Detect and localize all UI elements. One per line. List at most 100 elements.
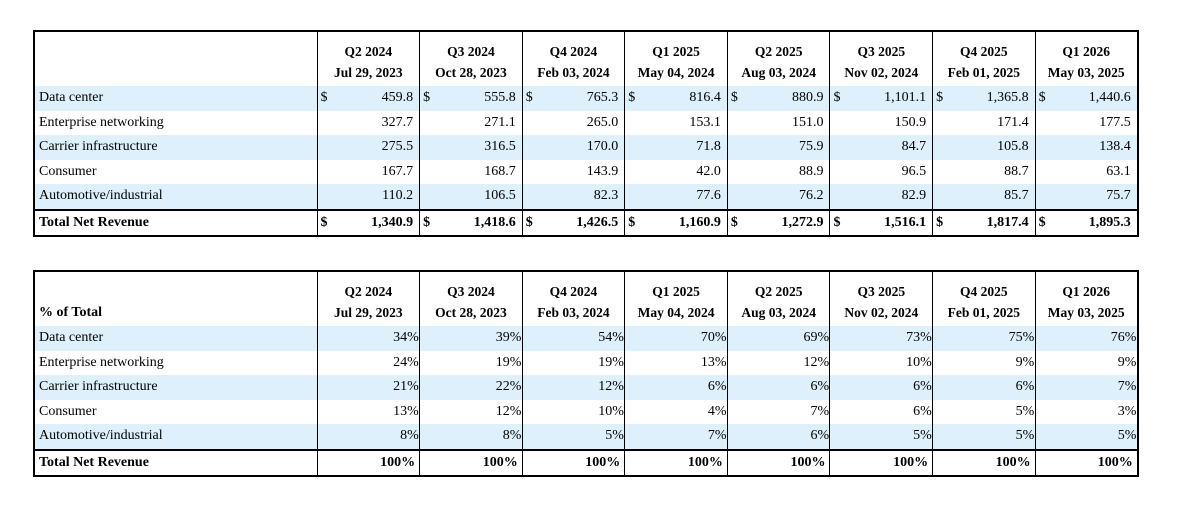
value: 150.9	[894, 114, 927, 130]
value-wrapper: $816.4	[626, 86, 727, 111]
percent-cell: 5%	[521, 424, 625, 450]
column-quarter: Q2 2024	[316, 31, 420, 60]
revenue-cell: 85.7	[932, 184, 1036, 210]
value-wrapper: 265.0	[523, 111, 624, 136]
value-wrapper: $1,418.6	[421, 211, 522, 235]
row-label: Enterprise networking	[39, 354, 164, 370]
revenue-cell: $1,365.8	[932, 86, 1036, 111]
column-quarter: Q2 2024	[316, 271, 420, 300]
total-row: Total Net Revenue $1,340.9 $1,418.6 $1,426.…	[34, 208, 1138, 236]
value: 110.2	[382, 188, 414, 204]
percent-cell: 6%	[829, 375, 933, 400]
value: 42.0	[696, 163, 721, 179]
percent-sign: %	[401, 454, 416, 470]
percent-value: 100	[585, 454, 607, 470]
revenue-cell: 138.4	[1034, 135, 1138, 160]
revenue-cell: 42.0	[624, 159, 728, 185]
revenue-cell: 96.5	[829, 159, 933, 184]
currency-symbol: $	[320, 90, 328, 106]
revenue-cell: 170.0	[521, 135, 625, 160]
value-wrapper: $1,440.6	[1036, 86, 1137, 111]
percent-sign: %	[714, 403, 727, 419]
percent-cell: 5%	[829, 424, 933, 450]
value: 1,101.1	[884, 90, 927, 106]
percent-sign: %	[817, 403, 830, 419]
value: 1,817.4	[986, 214, 1029, 230]
row-label: Total Net Revenue	[34, 208, 317, 236]
value-wrapper: 42.0	[626, 160, 727, 185]
value: 71.8	[696, 139, 721, 155]
percent-value: 9	[1015, 354, 1023, 370]
percent-cell: 7%	[624, 424, 728, 450]
total-percent-cell: 100%	[624, 448, 728, 476]
revenue-cell: 88.9	[726, 159, 830, 184]
percent-value: 7	[810, 403, 818, 419]
percent-value: 12	[495, 403, 510, 419]
table-row: Consumer 13% 12% 10% 4% 7% 6% 5% 3%	[34, 399, 1138, 424]
revenue-cell: $816.4	[624, 86, 728, 111]
column-date: Feb 01, 2025	[932, 300, 1036, 326]
value-wrapper: $880.9	[728, 86, 829, 111]
value-wrapper: $1,895.3	[1036, 211, 1137, 235]
value: 168.7	[484, 163, 516, 179]
percent-cell: 7%	[1034, 375, 1138, 400]
value-wrapper: 77.6	[626, 184, 727, 209]
column-quarter: Q3 2025	[829, 31, 933, 60]
column-quarter: Q2 2025	[726, 271, 830, 300]
revenue-cell: $880.9	[726, 86, 830, 111]
row-label: Automotive/industrial	[34, 424, 317, 450]
value-wrapper: $555.8	[421, 86, 522, 111]
percent-value: 24	[393, 354, 408, 370]
value-wrapper: 106.5	[421, 184, 522, 209]
value-wrapper: 168.7	[421, 160, 522, 185]
revenue-cell: 327.7	[316, 110, 420, 136]
percent-sign: %	[1016, 454, 1031, 470]
revenue-cell: $1,440.6	[1034, 86, 1138, 111]
percent-sign: %	[612, 354, 624, 370]
header-row-date: % of Total Jul 29, 2023 Oct 28, 2023 Feb 03…	[34, 300, 1138, 326]
value-wrapper: 327.7	[318, 111, 419, 136]
percent-cell: 12%	[726, 350, 830, 375]
revenue-cell: $555.8	[419, 86, 523, 111]
value: 880.9	[791, 90, 824, 106]
value-wrapper: 85.7	[934, 184, 1035, 209]
percent-value: 6	[810, 428, 818, 444]
currency-symbol: $	[423, 214, 431, 230]
value-wrapper: 82.9	[831, 184, 932, 209]
percent-value: 6	[810, 379, 818, 395]
value: 816.4	[689, 90, 721, 106]
revenue-cell: 106.5	[419, 184, 523, 210]
percent-cell: 6%	[726, 424, 830, 450]
percent-cell: 24%	[316, 350, 420, 375]
value: 1,365.8	[986, 90, 1029, 106]
value-wrapper: 177.5	[1036, 111, 1137, 136]
value-wrapper: $1,340.9	[318, 211, 419, 235]
percent-value: 8	[502, 428, 510, 444]
total-percent-cell: 100%	[1034, 448, 1138, 476]
total-percent-cell: 100%	[829, 448, 933, 476]
column-quarter: Q1 2026	[1034, 271, 1138, 300]
value-wrapper: $1,101.1	[831, 86, 932, 111]
value-wrapper: 271.1	[421, 111, 522, 136]
revenue-cell: 82.9	[829, 184, 933, 210]
percent-cell: 6%	[829, 399, 933, 424]
value: 1,160.9	[678, 214, 721, 230]
percent-value: 9	[1117, 354, 1125, 370]
value: 177.5	[1099, 114, 1131, 130]
revenue-cell: 316.5	[419, 135, 523, 160]
column-quarter: Q3 2025	[829, 271, 933, 300]
header-row-quarter: Q2 2024 Q3 2024 Q4 2024 Q1 2025 Q2 2025 Q3 20…	[34, 271, 1138, 300]
value: 1,440.6	[1088, 90, 1131, 106]
total-revenue-cell: $1,426.5	[521, 208, 625, 236]
percent-sign: %	[708, 454, 723, 470]
value-wrapper: $1,516.1	[831, 211, 932, 235]
percent-cell: 7%	[726, 399, 830, 424]
percent-cell: 12%	[419, 399, 523, 424]
percent-value: 22	[495, 379, 510, 395]
percent-cell: 70%	[624, 326, 728, 351]
percent-cell: 10%	[521, 399, 625, 424]
percent-sign: %	[1124, 403, 1137, 419]
value: 84.7	[901, 139, 927, 155]
currency-symbol: $	[833, 214, 841, 230]
total-percent-cell: 100%	[419, 448, 523, 476]
